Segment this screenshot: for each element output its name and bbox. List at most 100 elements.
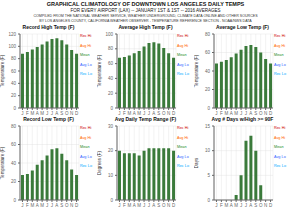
svg-text:M: M xyxy=(30,111,34,116)
svg-text:A: A xyxy=(36,111,39,116)
svg-text:A: A xyxy=(249,111,252,116)
svg-text:A: A xyxy=(152,203,155,208)
svg-text:Temperature (F): Temperature (F) xyxy=(97,54,102,87)
svg-text:S: S xyxy=(254,203,257,208)
svg-text:J: J xyxy=(118,203,120,208)
svg-text:A: A xyxy=(152,111,155,116)
svg-text:N: N xyxy=(167,111,170,116)
svg-text:D: D xyxy=(75,111,79,116)
svg-text:120: 120 xyxy=(8,32,16,37)
svg-text:20: 20 xyxy=(205,87,211,92)
svg-text:O: O xyxy=(162,111,166,116)
svg-text:40: 40 xyxy=(108,76,114,81)
svg-text:0: 0 xyxy=(110,106,113,111)
svg-text:O: O xyxy=(259,203,263,208)
svg-text:A: A xyxy=(133,111,136,116)
svg-text:D: D xyxy=(172,111,176,116)
svg-text:N: N xyxy=(70,111,73,116)
svg-text:100: 100 xyxy=(8,44,16,49)
svg-text:10: 10 xyxy=(205,148,211,153)
svg-text:A: A xyxy=(36,203,39,208)
svg-text:J: J xyxy=(245,203,247,208)
svg-text:M: M xyxy=(40,111,44,116)
svg-text:0: 0 xyxy=(13,198,16,203)
svg-text:Degrees (F): Degrees (F) xyxy=(97,151,102,176)
svg-text:20: 20 xyxy=(108,148,114,153)
svg-text:A: A xyxy=(230,111,233,116)
svg-text:S: S xyxy=(157,203,160,208)
svg-text:O: O xyxy=(65,111,69,116)
svg-text:J: J xyxy=(21,203,23,208)
svg-text:0: 0 xyxy=(207,198,210,203)
svg-text:J: J xyxy=(143,111,145,116)
svg-text:F: F xyxy=(220,203,223,208)
svg-text:40: 40 xyxy=(205,69,211,74)
svg-text:30: 30 xyxy=(108,124,114,129)
svg-text:M: M xyxy=(234,111,238,116)
svg-text:A: A xyxy=(230,203,233,208)
svg-text:J: J xyxy=(118,111,120,116)
svg-text:J: J xyxy=(51,203,53,208)
svg-text:D: D xyxy=(269,203,273,208)
svg-text:A: A xyxy=(55,203,58,208)
svg-text:100: 100 xyxy=(105,32,113,37)
svg-text:J: J xyxy=(46,203,48,208)
svg-text:40: 40 xyxy=(11,81,17,86)
svg-text:M: M xyxy=(127,111,131,116)
svg-text:20: 20 xyxy=(11,179,17,184)
svg-text:M: M xyxy=(137,111,141,116)
svg-text:GRAPHICAL CLIMATOLOGY OF DOWNT: GRAPHICAL CLIMATOLOGY OF DOWNTOWN LOS AN… xyxy=(47,1,245,7)
svg-text:80: 80 xyxy=(108,46,114,51)
svg-text:O: O xyxy=(65,203,69,208)
svg-text:M: M xyxy=(137,203,141,208)
svg-text:F: F xyxy=(26,203,29,208)
svg-text:15: 15 xyxy=(205,124,211,129)
svg-text:80: 80 xyxy=(205,32,211,37)
svg-text:J: J xyxy=(51,111,53,116)
svg-text:J: J xyxy=(148,111,150,116)
svg-text:BY LOS ANGELES COUNTY, CALIFOR: BY LOS ANGELES COUNTY, CALIFORNIA WEATHE… xyxy=(39,19,252,23)
svg-text:COMPILED FROM THE NATIONAL WEA: COMPILED FROM THE NATIONAL WEATHER SERVI… xyxy=(33,14,258,18)
svg-text:J: J xyxy=(245,111,247,116)
svg-text:M: M xyxy=(224,203,228,208)
svg-text:N: N xyxy=(264,111,267,116)
svg-text:O: O xyxy=(162,203,166,208)
svg-text:J: J xyxy=(240,203,242,208)
svg-text:M: M xyxy=(40,203,44,208)
svg-text:S: S xyxy=(254,111,257,116)
svg-text:N: N xyxy=(264,203,267,208)
svg-text:80: 80 xyxy=(11,124,17,129)
svg-text:J: J xyxy=(240,111,242,116)
svg-text:O: O xyxy=(259,111,263,116)
svg-text:J: J xyxy=(46,111,48,116)
svg-text:0: 0 xyxy=(207,106,210,111)
svg-text:60: 60 xyxy=(11,69,17,74)
svg-text:20: 20 xyxy=(11,93,17,98)
svg-text:Days: Days xyxy=(194,157,199,168)
svg-text:60: 60 xyxy=(205,50,211,55)
svg-text:D: D xyxy=(75,203,79,208)
svg-text:F: F xyxy=(26,111,29,116)
svg-text:M: M xyxy=(30,203,34,208)
svg-text:F: F xyxy=(123,111,126,116)
svg-text:A: A xyxy=(55,111,58,116)
svg-text:J: J xyxy=(21,111,23,116)
svg-text:J: J xyxy=(148,203,150,208)
svg-text:S: S xyxy=(157,111,160,116)
svg-text:M: M xyxy=(234,203,238,208)
svg-text:M: M xyxy=(127,203,131,208)
svg-text:40: 40 xyxy=(11,161,17,166)
svg-text:S: S xyxy=(60,203,63,208)
svg-text:S: S xyxy=(60,111,63,116)
svg-text:A: A xyxy=(133,203,136,208)
svg-text:60: 60 xyxy=(11,142,17,147)
svg-text:J: J xyxy=(215,111,217,116)
svg-text:10: 10 xyxy=(108,173,114,178)
svg-text:A: A xyxy=(249,203,252,208)
svg-text:D: D xyxy=(172,203,176,208)
svg-text:60: 60 xyxy=(108,61,114,66)
svg-text:J: J xyxy=(143,203,145,208)
svg-text:M: M xyxy=(224,111,228,116)
svg-text:5: 5 xyxy=(207,173,210,178)
svg-text:80: 80 xyxy=(11,56,17,61)
